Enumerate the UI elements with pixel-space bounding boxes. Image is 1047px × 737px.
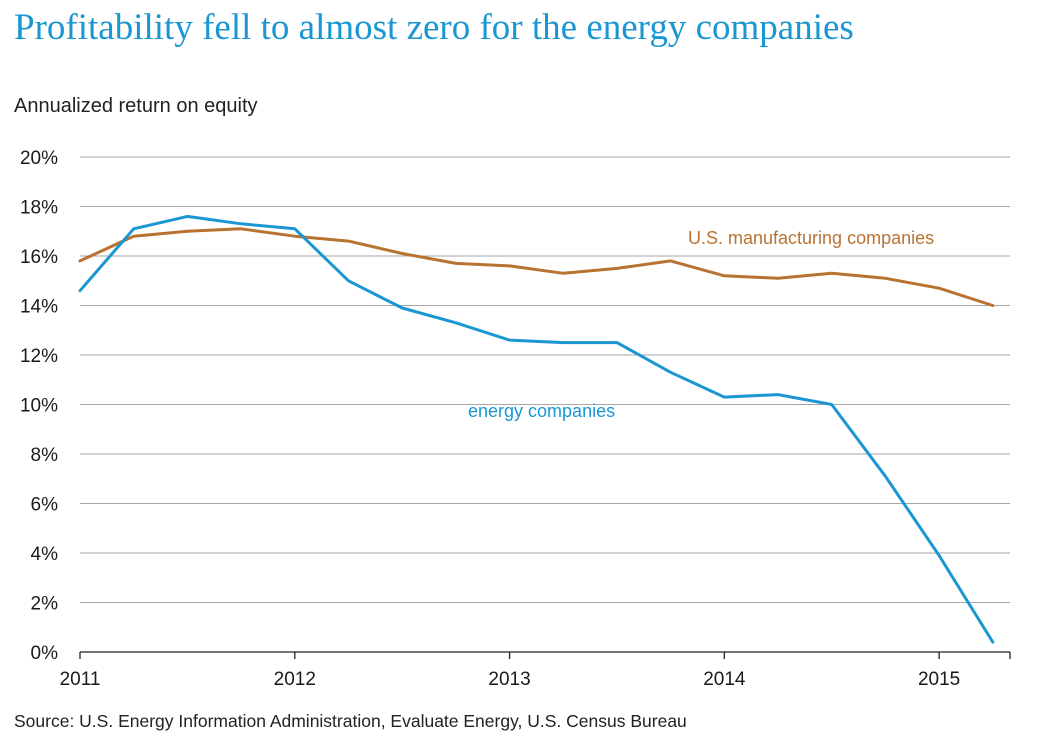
y-tick-label: 12% — [20, 346, 58, 367]
y-tick-label: 18% — [20, 198, 58, 219]
y-tick-label: 6% — [31, 495, 59, 516]
series-label-manufacturing: U.S. manufacturing companies — [688, 228, 934, 248]
x-tick-label: 2015 — [918, 669, 960, 690]
y-tick-label: 8% — [31, 445, 59, 466]
y-tick-label: 14% — [20, 297, 58, 318]
y-tick-label: 2% — [31, 594, 59, 615]
y-tick-label: 16% — [20, 247, 58, 268]
series-label-energy: energy companies — [468, 401, 615, 421]
x-tick-label: 2013 — [488, 669, 530, 690]
chart-title: Profitability fell to almost zero for th… — [14, 7, 854, 48]
x-tick-labels: 2011 2012 2013 2014 2015 — [60, 669, 961, 690]
x-tick-label: 2011 — [60, 669, 101, 690]
y-axis-label: Annualized return on equity — [14, 95, 258, 117]
grid-lines — [79, 156, 1011, 659]
series-lines — [78, 214, 995, 644]
source-note: Source: U.S. Energy Information Administ… — [14, 711, 687, 731]
series-line-manufacturing — [78, 227, 995, 307]
y-tick-label: 20% — [20, 148, 58, 169]
y-tick-label: 4% — [31, 544, 59, 565]
y-tick-labels: 0% 2% 4% 6% 8% 10% 12% 14% 16% 18% 20% — [20, 148, 58, 664]
y-tick-label: 10% — [20, 396, 58, 417]
x-tick-label: 2012 — [274, 669, 316, 690]
x-tick-label: 2014 — [703, 669, 746, 690]
y-tick-label: 0% — [31, 643, 59, 664]
series-line-energy — [78, 214, 995, 644]
